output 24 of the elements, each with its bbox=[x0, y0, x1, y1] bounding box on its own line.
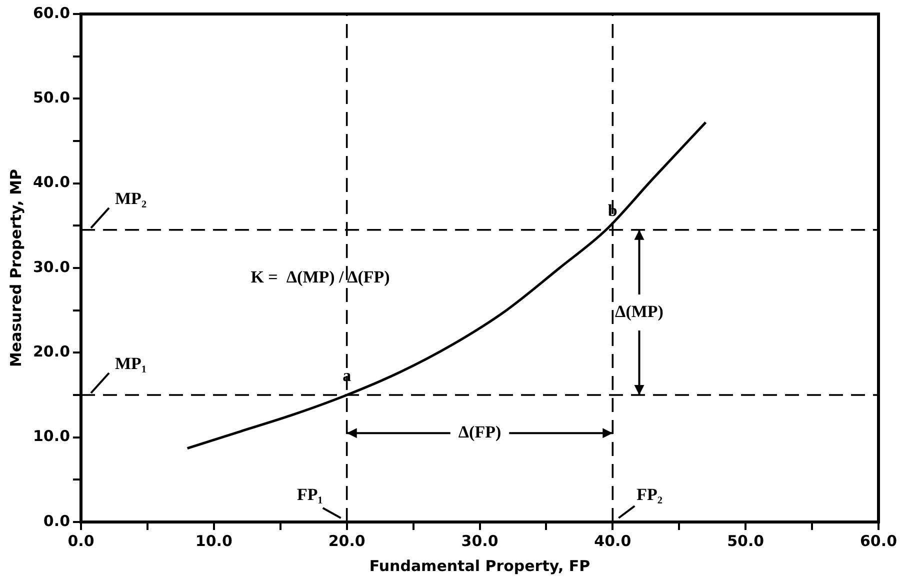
annotation: K = Δ(MP) / Δ(FP) bbox=[250, 268, 390, 287]
annotation: b bbox=[608, 200, 618, 220]
y-tick-label: 0.0 bbox=[43, 512, 70, 530]
y-tick-label: 50.0 bbox=[32, 88, 70, 107]
annotation: Δ(FP) bbox=[458, 422, 502, 442]
x-tick-label: 0.0 bbox=[68, 532, 94, 550]
x-tick-label: 20.0 bbox=[328, 532, 366, 550]
ref-line-label: FP₁ bbox=[296, 485, 323, 504]
ref-line-label: FP₂ bbox=[636, 485, 663, 504]
y-tick-label: 60.0 bbox=[32, 4, 70, 22]
x-tick-label: 60.0 bbox=[860, 532, 898, 550]
y-axis-title: Measured Property, MP bbox=[6, 169, 25, 367]
x-tick-label: 50.0 bbox=[727, 532, 764, 550]
x-tick-label: 40.0 bbox=[594, 532, 632, 550]
y-tick-label: 20.0 bbox=[32, 342, 70, 361]
x-tick-label: 30.0 bbox=[461, 532, 498, 550]
x-axis-title: Fundamental Property, FP bbox=[369, 556, 590, 575]
x-tick-label: 10.0 bbox=[195, 532, 232, 550]
y-tick-label: 30.0 bbox=[32, 258, 70, 276]
ref-line-label: MP₂ bbox=[115, 188, 147, 208]
y-tick-label: 10.0 bbox=[32, 427, 70, 446]
ref-line-label: MP₁ bbox=[115, 354, 147, 373]
annotation: Δ(MP) bbox=[615, 302, 664, 321]
y-tick-label: 40.0 bbox=[32, 173, 70, 192]
